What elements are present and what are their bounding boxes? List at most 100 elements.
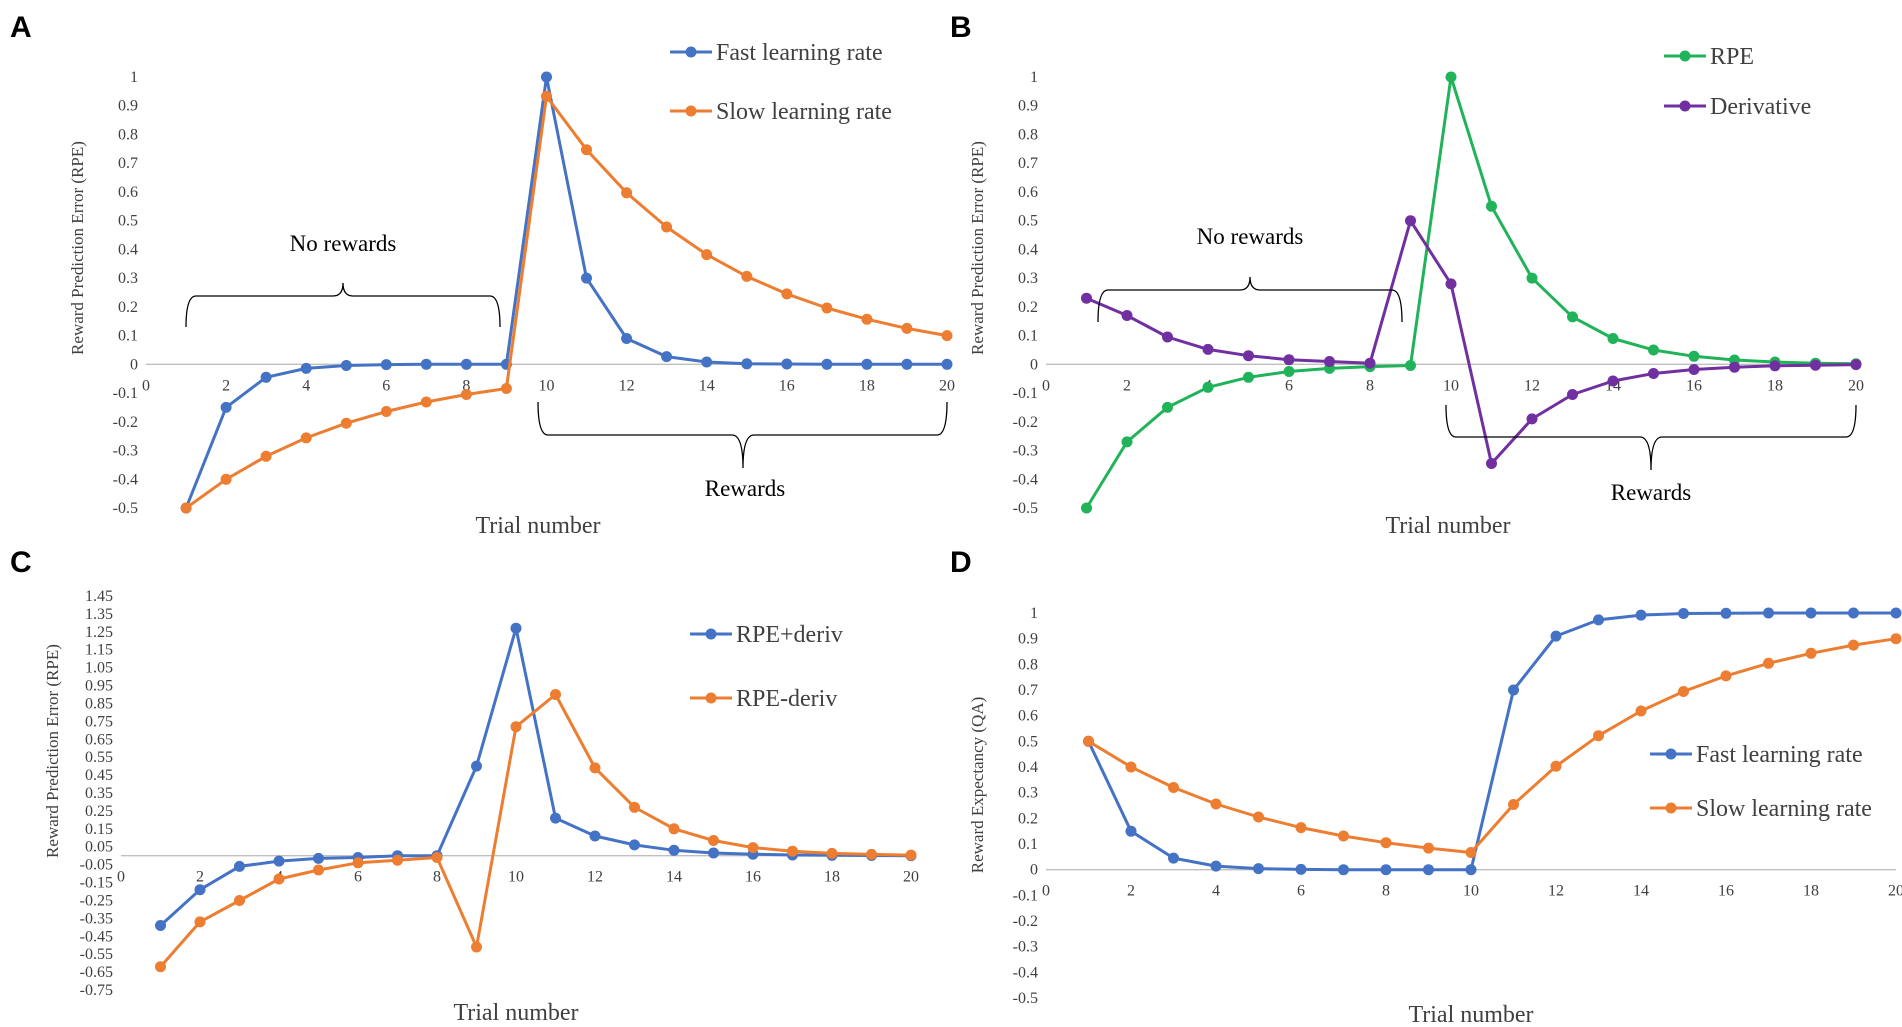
panel-c-ytick-label: 1.25 xyxy=(85,624,113,641)
panel-d-point-slow-learning-rate xyxy=(1380,837,1392,849)
panel-b: B Reward Prediction Error (RPE) Trial nu… xyxy=(950,11,1864,539)
panel-d-point-fast-learning-rate xyxy=(1423,864,1434,876)
panel-b-point-rpe xyxy=(1405,360,1416,371)
panel-d-xtick-label: 20 xyxy=(1888,883,1902,900)
panel-a-point-fast-learning-rate xyxy=(220,401,232,413)
panel-b-ytick-label: -0.4 xyxy=(1013,471,1038,488)
panel-d: D Reward Expectancy (QA) Trial number -0… xyxy=(950,546,1902,1027)
panel-d-ytick-label: -0.5 xyxy=(1013,990,1038,1007)
panel-a-point-slow-learning-rate xyxy=(500,383,512,394)
panel-d-point-fast-learning-rate xyxy=(1890,607,1902,619)
panel-d-point-slow-learning-rate xyxy=(1678,686,1689,697)
panel-b-ytick-label: 0.6 xyxy=(1018,184,1038,201)
panel-a-point-fast-learning-rate xyxy=(581,272,592,284)
panel-a-point-fast-learning-rate xyxy=(941,358,953,370)
panel-c-xtick-label: 20 xyxy=(903,869,919,886)
panel-d-point-slow-learning-rate xyxy=(1550,760,1562,772)
panel-d-legend-marker-slow xyxy=(1665,802,1677,814)
panel-b-point-derivative xyxy=(1324,356,1335,367)
panel-c-plot xyxy=(155,622,917,973)
panel-c-ytick-label: -0.05 xyxy=(80,857,113,874)
panel-d-point-fast-learning-rate xyxy=(1295,863,1307,875)
panel-a-point-slow-learning-rate xyxy=(541,90,552,102)
panel-d-point-fast-learning-rate xyxy=(1380,864,1392,876)
panel-b-xtick-label: 6 xyxy=(1285,377,1293,394)
panel-a-ytick-label: 0.1 xyxy=(118,328,138,345)
panel-a-legend-slow: Slow learning rate xyxy=(716,99,892,125)
panel-c-xtick-label: 12 xyxy=(587,869,603,886)
panel-c-ytick-label: 0.95 xyxy=(85,678,113,695)
panel-a-point-fast-learning-rate xyxy=(901,358,913,370)
panel-d-point-fast-learning-rate xyxy=(1168,852,1179,864)
panel-d-point-slow-learning-rate xyxy=(1423,842,1434,854)
panel-b-ytick-label: 0.7 xyxy=(1018,155,1038,172)
panel-a-ytick-label: 0.9 xyxy=(118,98,138,115)
panel-b-xtick-label: 10 xyxy=(1443,377,1459,394)
panel-a-ticks: -0.5-0.4-0.3-0.2-0.100.10.20.30.40.50.60… xyxy=(113,69,955,517)
panel-a-rewards-brace xyxy=(537,401,948,469)
panel-d-point-slow-learning-rate xyxy=(1210,798,1222,810)
panel-b-ytick-label: 0.1 xyxy=(1018,328,1038,345)
panel-c: C Reward Prediction Error (RPE) Trial nu… xyxy=(10,546,919,1026)
panel-d-point-slow-learning-rate xyxy=(1593,730,1604,742)
panel-a-legend-fast: Fast learning rate xyxy=(716,40,883,66)
panel-c-point-rpe-deriv xyxy=(747,842,759,854)
panel-a-point-fast-learning-rate xyxy=(541,71,552,83)
panel-d-ticks: -0.5-0.4-0.3-0.2-0.100.10.20.30.40.50.60… xyxy=(1013,605,1902,1007)
panel-d-series-line-slow-learning-rate xyxy=(1087,637,1897,854)
panel-b-point-rpe xyxy=(1526,272,1538,284)
panel-a-series-line-fast-learning-rate xyxy=(184,75,947,509)
panel-a-point-slow-learning-rate xyxy=(220,473,232,485)
panel-c-ytick-label: 0.85 xyxy=(85,695,113,712)
panel-c-ytick-label: -0.75 xyxy=(80,982,113,999)
panel-b-series-line-rpe xyxy=(1085,75,1857,509)
panel-b-point-derivative xyxy=(1769,360,1781,372)
panel-c-ytick-label: 0.35 xyxy=(85,785,113,802)
panel-a-letter: A xyxy=(10,11,32,44)
panel-c-point-rpe-deriv xyxy=(471,760,482,772)
panel-a-point-fast-learning-rate xyxy=(661,351,673,363)
panel-b-plot xyxy=(1081,71,1862,514)
panel-c-xtick-label: 0 xyxy=(117,869,125,886)
panel-a-xtick-label: 18 xyxy=(859,377,875,394)
panel-b-point-derivative xyxy=(1283,354,1295,366)
panel-c-xtick-label: 2 xyxy=(196,869,204,886)
panel-b-point-derivative xyxy=(1607,375,1619,387)
panel-d-ytick-label: 0 xyxy=(1030,862,1038,879)
panel-b-xtick-label: 8 xyxy=(1366,377,1374,394)
panel-c-point-rpe-deriv xyxy=(234,860,245,872)
panel-b-point-rpe xyxy=(1445,71,1457,83)
panel-c-point-rpe-deriv xyxy=(155,961,166,973)
panel-b-point-derivative xyxy=(1364,357,1376,369)
panel-a-ytick-label: 0.8 xyxy=(118,126,138,143)
panel-d-point-slow-learning-rate xyxy=(1805,647,1817,659)
panel-c-series-line-rpe-deriv xyxy=(159,626,912,927)
panel-d-legend-slow: Slow learning rate xyxy=(1696,796,1872,822)
panel-d-point-slow-learning-rate xyxy=(1635,705,1647,717)
panel-d-point-slow-learning-rate xyxy=(1168,782,1179,793)
panel-c-point-rpe-deriv xyxy=(629,801,640,813)
panel-a-point-slow-learning-rate xyxy=(781,288,793,300)
panel-b-legend-marker-derivative xyxy=(1679,100,1691,112)
panel-d-xtick-label: 16 xyxy=(1718,883,1734,900)
panel-a-xtick-label: 0 xyxy=(142,377,150,394)
panel-d-point-slow-learning-rate xyxy=(1253,811,1264,823)
panel-d-point-fast-learning-rate xyxy=(1125,825,1137,837)
panel-c-ytick-label: 0.25 xyxy=(85,803,113,820)
panel-b-point-rpe xyxy=(1567,311,1578,323)
panel-a-point-slow-learning-rate xyxy=(420,396,432,408)
panel-a-point-fast-learning-rate xyxy=(821,358,833,370)
panel-c-point-rpe-deriv xyxy=(826,847,838,859)
panel-c-ticks: -0.75-0.65-0.55-0.45-0.35-0.25-0.15-0.05… xyxy=(80,588,919,999)
panel-b-point-derivative xyxy=(1243,350,1254,362)
panel-d-point-slow-learning-rate xyxy=(1720,670,1732,682)
panel-c-ytick-label: 0.15 xyxy=(85,821,113,838)
panel-a-xlabel: Trial number xyxy=(475,513,600,539)
panel-b-legend-derivative: Derivative xyxy=(1710,94,1811,120)
panel-a-ytick-label: -0.1 xyxy=(113,385,138,402)
panel-a-point-fast-learning-rate xyxy=(861,358,873,370)
panel-b-point-rpe xyxy=(1202,381,1214,393)
panel-a-series-line-slow-learning-rate xyxy=(185,94,948,510)
panel-c-point-rpe-deriv xyxy=(550,689,561,700)
panel-b-ytick-label: 0.2 xyxy=(1018,299,1038,316)
